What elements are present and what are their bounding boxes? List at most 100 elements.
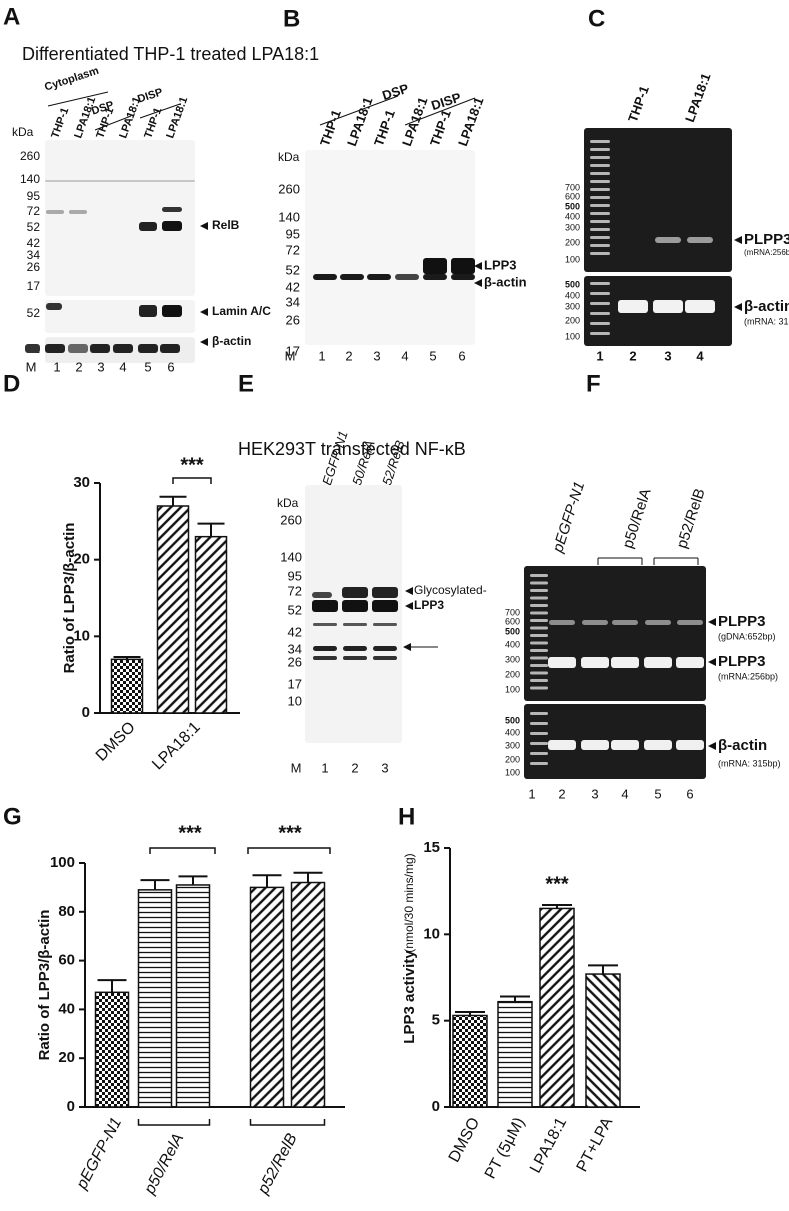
- ladder: [590, 236, 610, 239]
- x-tick-label: p52/RelB: [254, 1131, 301, 1198]
- marker: 100: [505, 684, 520, 694]
- ladder: [530, 762, 548, 765]
- marker: 34: [286, 294, 300, 309]
- band-label: LPP3: [414, 598, 444, 612]
- band: [451, 258, 475, 274]
- y-tick-label: 30: [73, 474, 90, 491]
- gel: [524, 566, 706, 701]
- ladder: [590, 148, 610, 151]
- kda: kDa: [277, 496, 299, 510]
- error-bar: [293, 871, 323, 883]
- band-label: RelB: [212, 218, 240, 232]
- ladder: [590, 292, 610, 295]
- y-tick-label: 10: [73, 627, 90, 644]
- significance-line: [247, 847, 331, 854]
- marker: 34: [288, 641, 302, 656]
- arrowhead: [405, 602, 413, 610]
- band-note: (gDNA:652bp): [718, 631, 776, 641]
- band-note: (mRNA: 315bp): [718, 758, 781, 768]
- band: [343, 656, 367, 660]
- band: [644, 740, 672, 750]
- lane-number: 4: [401, 348, 408, 363]
- group-line: [319, 95, 399, 126]
- ladder: [590, 282, 610, 285]
- band: [395, 274, 419, 280]
- panel-label: A: [3, 3, 20, 30]
- marker: 72: [288, 583, 302, 598]
- band: [25, 344, 40, 353]
- lane-label: THP-1: [371, 108, 398, 148]
- ladder: [530, 611, 548, 615]
- blot: [45, 140, 195, 296]
- ladder: [590, 332, 610, 335]
- lane-number: 5: [144, 359, 151, 374]
- lane-number: 3: [97, 359, 104, 374]
- lane-number: 3: [381, 760, 388, 775]
- lane-number: 3: [664, 348, 671, 363]
- ladder: [590, 228, 610, 231]
- lane-label: LPA18:1: [164, 95, 190, 140]
- band: [423, 274, 447, 280]
- blot: [45, 300, 195, 333]
- arrowhead: [474, 262, 482, 270]
- y-tick-label: 5: [432, 1012, 440, 1029]
- marker: 10: [288, 693, 302, 708]
- marker: 17: [288, 676, 302, 691]
- lane-number: 6: [458, 348, 465, 363]
- band: [655, 237, 681, 243]
- blot: [305, 150, 475, 345]
- error-bar: [113, 656, 141, 660]
- group-line: [404, 97, 476, 126]
- y-tick-label: 15: [423, 839, 440, 856]
- panel-label: G: [3, 803, 22, 830]
- error-bar: [252, 874, 282, 888]
- band: [139, 222, 157, 231]
- marker: 600: [565, 191, 580, 201]
- marker: 200: [565, 237, 580, 247]
- ladder: [530, 742, 548, 745]
- band: [423, 258, 447, 274]
- lane-group: DSP: [380, 80, 410, 103]
- band-label: β-actin: [744, 298, 789, 315]
- marker: 500: [565, 279, 580, 289]
- error-bar: [159, 495, 187, 506]
- band-label: β-actin: [484, 274, 527, 289]
- y-tick-label: 40: [58, 1000, 75, 1017]
- lane-number: 3: [373, 348, 380, 363]
- band: [45, 344, 65, 353]
- ladder: [530, 679, 548, 682]
- band: [162, 305, 182, 317]
- marker: 95: [288, 568, 302, 583]
- bar: [156, 505, 190, 714]
- marker: 17: [286, 343, 300, 358]
- band: [312, 592, 332, 598]
- band: [685, 300, 715, 313]
- ladder: [530, 634, 548, 637]
- band: [46, 210, 64, 214]
- lane-label: LPA18:1: [682, 71, 714, 124]
- marker: 140: [20, 172, 40, 186]
- ladder: [530, 722, 548, 725]
- marker: 200: [565, 315, 580, 325]
- band: [162, 221, 182, 231]
- band-label: Lamin A/C: [212, 304, 271, 318]
- ladder: [590, 188, 610, 191]
- marker: 95: [286, 226, 300, 241]
- ladder: [590, 252, 610, 255]
- significance-line: [149, 847, 216, 854]
- lane-number: 2: [351, 760, 358, 775]
- lane-number: M: [26, 359, 37, 374]
- lane-label: THP-1: [142, 106, 164, 140]
- band: [612, 620, 638, 625]
- marker: 100: [505, 767, 520, 777]
- x-tick-label: PT+LPA: [574, 1115, 617, 1175]
- kda: kDa: [278, 150, 300, 164]
- arrowhead: [708, 742, 716, 750]
- band-label: PLPP3: [718, 613, 766, 630]
- band: [618, 300, 648, 313]
- lane-label: p52/RelB: [673, 487, 708, 551]
- error-bar: [455, 1011, 485, 1016]
- lane-label: THP-1: [427, 108, 454, 148]
